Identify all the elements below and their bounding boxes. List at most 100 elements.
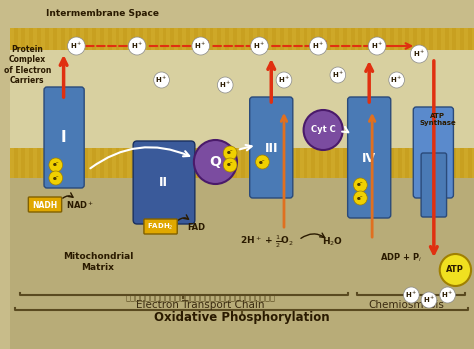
Bar bbox=[401, 28, 405, 50]
Bar bbox=[425, 148, 429, 178]
Bar bbox=[143, 148, 147, 178]
Circle shape bbox=[330, 67, 346, 83]
Text: FAD: FAD bbox=[187, 223, 205, 231]
Circle shape bbox=[368, 37, 386, 55]
Bar bbox=[472, 28, 474, 50]
Circle shape bbox=[128, 37, 146, 55]
FancyBboxPatch shape bbox=[10, 0, 474, 349]
Bar bbox=[401, 148, 405, 178]
Bar bbox=[323, 28, 327, 50]
Bar bbox=[73, 148, 76, 178]
Bar bbox=[394, 28, 398, 50]
Bar bbox=[88, 28, 92, 50]
Bar bbox=[386, 148, 390, 178]
Bar bbox=[221, 28, 225, 50]
Bar bbox=[472, 148, 474, 178]
Bar bbox=[276, 148, 280, 178]
Bar bbox=[64, 28, 69, 50]
Text: H$^+$: H$^+$ bbox=[253, 41, 266, 51]
Text: H$^+$: H$^+$ bbox=[219, 80, 231, 90]
Text: Electron Transport Chain: Electron Transport Chain bbox=[137, 300, 265, 310]
Bar bbox=[33, 28, 37, 50]
FancyBboxPatch shape bbox=[250, 97, 293, 198]
Circle shape bbox=[276, 72, 292, 88]
Bar bbox=[73, 28, 76, 50]
Circle shape bbox=[410, 45, 428, 63]
Bar bbox=[315, 28, 319, 50]
Circle shape bbox=[49, 158, 63, 172]
FancyBboxPatch shape bbox=[413, 107, 454, 198]
Text: e⁻: e⁻ bbox=[227, 163, 233, 168]
Bar bbox=[261, 28, 264, 50]
Bar bbox=[159, 28, 163, 50]
Text: H$^+$: H$^+$ bbox=[405, 290, 418, 300]
Bar bbox=[417, 148, 421, 178]
Circle shape bbox=[223, 146, 237, 160]
Bar bbox=[88, 148, 92, 178]
Text: H$^+$: H$^+$ bbox=[413, 49, 426, 59]
Bar bbox=[49, 28, 53, 50]
Circle shape bbox=[192, 37, 210, 55]
Bar bbox=[26, 148, 29, 178]
Text: H$^+$: H$^+$ bbox=[441, 290, 454, 300]
Bar bbox=[417, 28, 421, 50]
FancyBboxPatch shape bbox=[133, 141, 195, 224]
Circle shape bbox=[218, 77, 233, 93]
Text: ATP: ATP bbox=[447, 266, 465, 275]
Bar bbox=[331, 148, 335, 178]
Text: H$^+$: H$^+$ bbox=[423, 295, 435, 305]
Bar bbox=[57, 148, 61, 178]
Bar bbox=[33, 148, 37, 178]
Text: Protein
Complex
of Electron
Carriers: Protein Complex of Electron Carriers bbox=[4, 45, 51, 85]
Bar bbox=[378, 148, 382, 178]
Bar bbox=[174, 148, 178, 178]
FancyBboxPatch shape bbox=[144, 219, 177, 234]
Bar bbox=[441, 28, 445, 50]
Bar bbox=[229, 148, 233, 178]
Text: e⁻: e⁻ bbox=[227, 150, 233, 156]
Bar bbox=[26, 28, 29, 50]
Circle shape bbox=[354, 178, 367, 192]
Bar bbox=[433, 148, 437, 178]
Circle shape bbox=[354, 191, 367, 205]
Bar bbox=[433, 28, 437, 50]
Bar bbox=[96, 148, 100, 178]
Bar bbox=[10, 28, 474, 50]
Bar bbox=[456, 148, 460, 178]
Text: 2H$^+$ + $\frac{1}{2}$O$_2$: 2H$^+$ + $\frac{1}{2}$O$_2$ bbox=[240, 234, 294, 250]
Bar bbox=[323, 148, 327, 178]
Bar bbox=[339, 28, 343, 50]
Text: ⌣⌣⌣⌣⌣⌣⌣⌣⌣⌣⌣⌣⌣⌣⌣⌣⌣⌣⌣⌣⌣⌣⌣⌣⌣⌣⌣⌣⌣⌣: ⌣⌣⌣⌣⌣⌣⌣⌣⌣⌣⌣⌣⌣⌣⌣⌣⌣⌣⌣⌣⌣⌣⌣⌣⌣⌣⌣⌣⌣⌣ bbox=[126, 294, 276, 303]
Text: H$^+$: H$^+$ bbox=[131, 41, 143, 51]
Circle shape bbox=[49, 171, 63, 185]
Circle shape bbox=[440, 254, 471, 286]
Text: NADH: NADH bbox=[32, 200, 58, 209]
Bar bbox=[339, 148, 343, 178]
Text: H$^+$: H$^+$ bbox=[312, 41, 325, 51]
Bar bbox=[355, 148, 358, 178]
Bar bbox=[80, 148, 84, 178]
Bar bbox=[284, 28, 288, 50]
Circle shape bbox=[303, 110, 343, 150]
FancyBboxPatch shape bbox=[421, 153, 447, 217]
Text: II: II bbox=[159, 177, 168, 190]
Text: H$^+$: H$^+$ bbox=[371, 41, 383, 51]
Bar bbox=[292, 28, 296, 50]
Bar bbox=[355, 28, 358, 50]
Bar bbox=[456, 28, 460, 50]
Bar bbox=[80, 28, 84, 50]
Bar bbox=[308, 148, 311, 178]
Bar bbox=[151, 148, 155, 178]
Text: FADH$_2$: FADH$_2$ bbox=[147, 222, 174, 232]
Text: ATP
Synthase: ATP Synthase bbox=[419, 113, 456, 126]
Bar bbox=[182, 148, 186, 178]
Bar bbox=[198, 28, 202, 50]
Bar bbox=[268, 28, 272, 50]
Bar bbox=[128, 148, 131, 178]
Bar bbox=[104, 148, 108, 178]
Bar bbox=[370, 28, 374, 50]
Circle shape bbox=[223, 158, 237, 172]
Bar bbox=[206, 28, 210, 50]
Bar bbox=[198, 148, 202, 178]
Bar bbox=[166, 28, 170, 50]
